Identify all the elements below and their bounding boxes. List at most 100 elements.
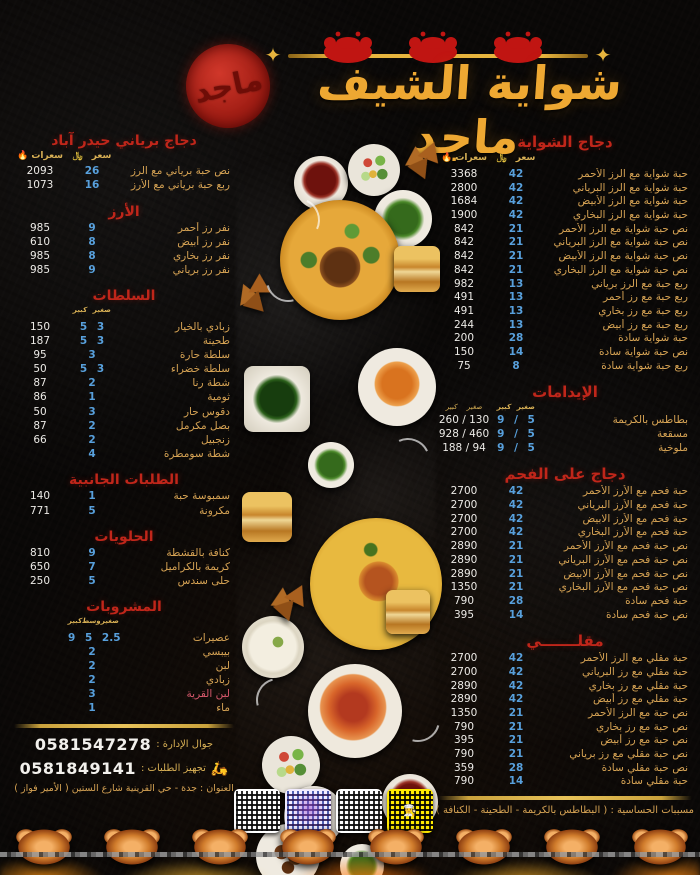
item-price: 42 [508, 209, 524, 222]
item-name: نص حبة شواية مع الرز البخاري [553, 263, 688, 276]
menu-item-row: 650 7 كريمة بالكراميل [12, 561, 236, 575]
calories-size-labels: كبير صغير [436, 403, 492, 411]
item-name: بصل مكرمل [175, 419, 230, 432]
section-title: الإيدامات [532, 383, 598, 402]
menu-item-row: 2700 42 حبة مقلي مع الرز الأحمر [436, 652, 694, 666]
item-calories: 3368 [450, 168, 478, 180]
menu-section: الطلبات الجانبية 140 1 سمبوسة حبة 771 5 مكرونة [12, 469, 236, 518]
item-calories: 250 [29, 575, 51, 588]
item-name: نص حبة شواية سادة [599, 345, 688, 358]
item-name: نص حبة شواية مع الرز الأحمر [559, 222, 688, 235]
item-price: 14 [508, 775, 524, 788]
item-price: 5 3 [79, 363, 105, 376]
item-name: حبة مقلي مع رز أبيض [592, 693, 688, 706]
item-calories: 187 [29, 334, 51, 347]
item-calories: 2700 [450, 652, 478, 665]
food-photo-salad-bowl [262, 736, 320, 794]
item-price: 9 [88, 221, 96, 234]
item-calories: 771 [29, 504, 51, 517]
item-calories: 395 [453, 734, 475, 747]
item-calories: 842 [453, 236, 475, 249]
item-calories: 50 [33, 405, 47, 418]
item-price: 42 [508, 181, 524, 194]
food-photo-herb-dip [308, 442, 354, 488]
menu-item-row: 2890 42 حبة مقلي مع رز أبيض [436, 693, 694, 707]
menu-section: دجاج برياني حيدر آباد سعرات 🔥 سعر ﷼ 2093 26 ن… [12, 130, 236, 194]
item-price: 9 5 2.5 [68, 631, 121, 644]
item-name: حبة مقلي مع رز بخاري [588, 679, 688, 692]
delivery-scooter-icon: 🛵 [210, 760, 229, 777]
item-name: سلطة حارة [179, 348, 230, 361]
menu-item-row: 790 14 حبة مقلي سادة [436, 775, 694, 789]
menu-item-row: 982 13 ربع حبة مع الرز برياني [436, 278, 694, 292]
item-calories: 87 [33, 419, 47, 432]
price-header: سعر ﷼ [496, 153, 536, 163]
menu-item-row: 200 28 حبة شواية سادة [436, 332, 694, 346]
item-calories: 985 [29, 264, 51, 277]
rotisserie-strip [0, 815, 700, 875]
menu-section: مقلـــــــي 2700 42 حبة مقلي مع الرز الأحمر… [436, 629, 694, 789]
item-price: 9 / 5 [497, 428, 535, 440]
food-photo-pasta-bake [308, 664, 402, 758]
menu-item-row: 140 1 سمبوسة حبة [12, 490, 236, 504]
item-name: نص حبة فحم مع الأرز الأحمر [563, 540, 688, 553]
food-photo-samosas [400, 136, 447, 183]
orders-phone-label: تجهيز الطلبات : [140, 763, 206, 775]
menu-item-row: 985 9 نفر رز برياني [12, 264, 236, 278]
item-name: حبة شواية مع الرز الأبيض [577, 195, 688, 208]
item-calories: 359 [453, 761, 475, 774]
size-headers: كبير صغير [12, 306, 236, 320]
size-label: صغير [466, 403, 483, 412]
item-calories: 150 [453, 345, 475, 358]
food-photo-cream-dip [242, 616, 304, 678]
size-label: صغير [92, 306, 112, 315]
menu-item-row: 1350 21 نص حبة فحم مع الأرز البخاري [436, 581, 694, 595]
menu-item-row: 491 13 ربع حبة مع رز أحمر [436, 291, 694, 305]
item-price: 9 / 5 [497, 414, 535, 427]
item-calories: 2700 [450, 512, 478, 525]
menu-item-row: 842 21 نص حبة شواية مع الرز الأحمر [436, 223, 694, 237]
item-calories: 75 [457, 359, 471, 372]
item-name: ربع حبة مع رز أحمر [603, 291, 688, 304]
item-calories: 650 [29, 560, 51, 573]
item-name: حبة شواية مع الرز البرياني [572, 181, 688, 194]
item-name: لبن القرية [186, 688, 230, 701]
item-name: حبة فحم مع الأرز البرياني [577, 499, 688, 512]
item-price: 28 [508, 594, 524, 607]
item-calories: 2890 [450, 693, 478, 706]
grilled-chickens-decoration [0, 823, 700, 871]
item-price: 1 [88, 391, 96, 404]
item-name: نص حبة مقلي سادة [601, 761, 688, 774]
item-calories: 928 / 460 [438, 428, 490, 440]
column-headers: سعرات 🔥 سعر ﷼ [436, 153, 694, 168]
item-price: 7 [88, 560, 96, 573]
menu-item-row: 4 شطة سومطرة [12, 448, 236, 462]
item-name: ربع حبة مع رز بخاري [598, 304, 688, 317]
item-calories: 790 [453, 775, 475, 788]
menu-item-row: 810 9 كنافة بالقشطة [12, 547, 236, 561]
section-title: السلطات [92, 288, 156, 305]
item-price: 42 [508, 526, 524, 539]
food-photo-strip [232, 138, 449, 875]
item-name: زبادي [205, 674, 230, 687]
item-price: 13 [508, 304, 524, 317]
price-size-labels: كبير صغير [492, 403, 540, 411]
allergen-note: مسببات الحساسية : ( البطاطس بالكريمة - ا… [435, 805, 694, 817]
size-headers: كبير وسط صغير [12, 617, 236, 631]
column-headers: سعرات 🔥 سعر ﷼ [12, 151, 236, 165]
section-title: مقلـــــــي [526, 632, 604, 651]
item-price: 42 [508, 195, 524, 208]
flame-icon: 🔥 [440, 153, 453, 163]
item-calories: 810 [29, 546, 51, 559]
item-calories: 1073 [26, 179, 54, 192]
left-column: دجاج برياني حيدر آباد سعرات 🔥 سعر ﷼ 2093 26 ن… [12, 130, 236, 794]
food-photo-kunafa [386, 590, 430, 634]
item-name: نص حبة مع رز بخاري [596, 720, 688, 733]
menu-item-row: 491 13 ربع حبة مع رز بخاري [436, 305, 694, 319]
size-label: صغير [516, 403, 536, 412]
item-name: نص حبة مع رز أبيض [600, 734, 688, 747]
item-price: 1 [88, 702, 96, 715]
item-name: بيبسي [202, 645, 230, 658]
item-price: 13 [508, 277, 524, 290]
price-header: سعر ﷼ [72, 151, 112, 161]
